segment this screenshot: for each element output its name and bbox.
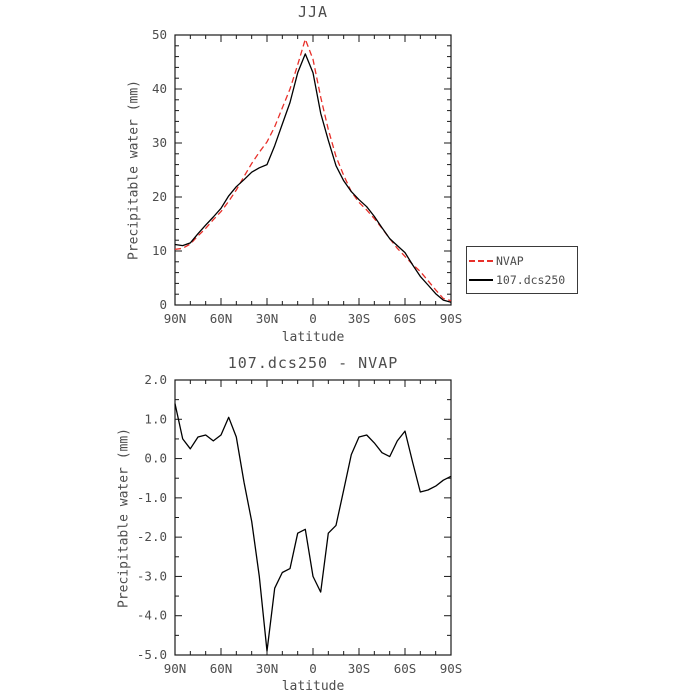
difference-chart-title: 107.dcs250 - NVAP: [227, 354, 399, 372]
x-tick-label: 0: [309, 661, 317, 676]
plot-frame: [174, 379, 452, 656]
y-tick-label: -3.0: [137, 568, 167, 583]
difference-plot-svg: 90N 60N 30N 0 30S 60S 90S 2.0 1.0 0.0 -1.0 -2.0 -3.0…: [137, 372, 463, 676]
series-line-nvap: [174, 38, 452, 302]
x-tick-label: 60S: [394, 311, 417, 326]
series-line-107-dcs250-nvap: [174, 403, 452, 652]
series-line-107-dcs250: [174, 53, 452, 303]
x-tick-label: 90N: [164, 661, 187, 676]
x-tick-label: 60N: [210, 311, 233, 326]
y-tick-label: 0: [159, 297, 167, 312]
x-tick-label: 30S: [348, 661, 371, 676]
x-tick-label: 30S: [348, 311, 371, 326]
jja-chart-title: JJA: [297, 3, 329, 21]
y-tick-label: 20: [152, 189, 167, 204]
y-tick-label: 40: [152, 81, 167, 96]
y-tick-label: 2.0: [144, 372, 167, 387]
y-tick-label: 0.0: [144, 451, 167, 466]
x-tick-label: 90N: [164, 311, 187, 326]
x-tick-label: 30N: [256, 661, 279, 676]
legend-entry-nvap: NVAP: [469, 251, 573, 270]
dcs250-line-sample-icon: [469, 278, 493, 281]
legend-entry-107dcs250: 107.dcs250: [469, 270, 573, 289]
x-tick-label: 90S: [440, 661, 463, 676]
legend: NVAP 107.dcs250: [466, 246, 578, 294]
x-tick-label: 30N: [256, 311, 279, 326]
nvap-line-sample-icon: [469, 259, 493, 262]
y-tick-label: -4.0: [137, 608, 167, 623]
y-tick-label: 50: [152, 27, 167, 42]
plot-frame: [174, 34, 452, 306]
y-tick-label: -2.0: [137, 529, 167, 544]
legend-label-107dcs250: 107.dcs250: [496, 272, 566, 287]
legend-label-nvap: NVAP: [496, 253, 524, 268]
y-tick-label: -5.0: [137, 647, 167, 662]
y-tick-label: 1.0: [144, 411, 167, 426]
y-tick-label: 30: [152, 135, 167, 150]
difference-x-axis-label: latitude: [281, 679, 345, 694]
y-tick-label: -1.0: [137, 490, 167, 505]
x-tick-label: 0: [309, 311, 317, 326]
y-tick-label: 10: [152, 243, 167, 258]
jja-x-axis-label: latitude: [281, 330, 345, 345]
x-tick-label: 60S: [394, 661, 417, 676]
x-tick-label: 60N: [210, 661, 233, 676]
jja-plot-svg: 90N 60N 30N 0 30S 60S 90S 0 10 20 30 40 50: [152, 27, 463, 326]
x-tick-label: 90S: [440, 311, 463, 326]
